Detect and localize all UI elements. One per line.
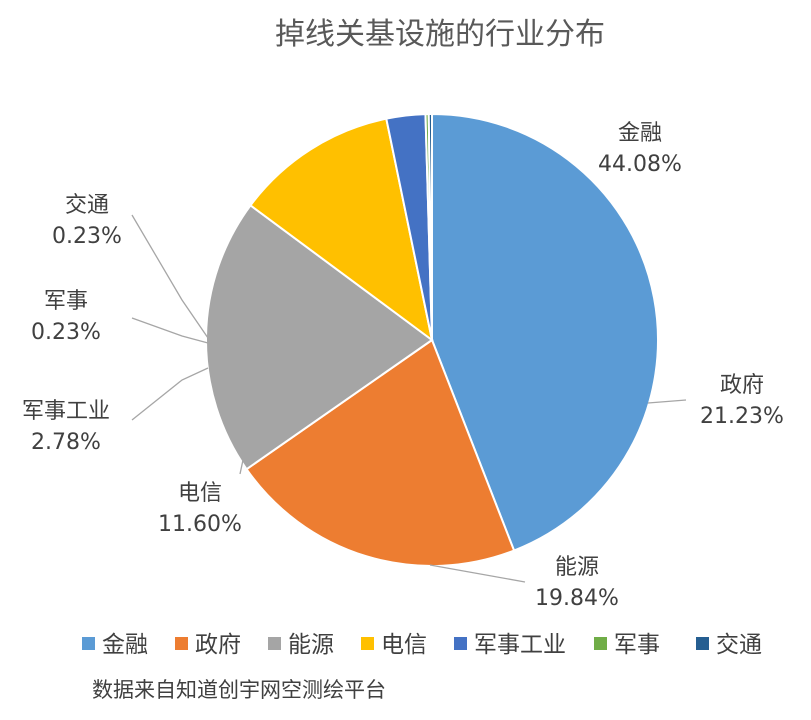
legend-item-4: 电信 bbox=[361, 632, 427, 658]
legend: 金融 政府 能源 电信 军事工业 军事 交通 bbox=[82, 632, 762, 658]
watermark-text: Seebug bbox=[700, 684, 783, 709]
slice-3-category-label: 能源 bbox=[555, 555, 599, 580]
legend-item-3: 能源 bbox=[268, 632, 334, 658]
pie-slices bbox=[205, 112, 659, 568]
legend-item-5: 军事工业 bbox=[454, 632, 566, 658]
slice-6-category-label: 军事 bbox=[44, 289, 88, 314]
slice-5-leader-line bbox=[131, 367, 209, 421]
slice-6-percent-label: 0.23% bbox=[31, 320, 101, 345]
slice-1-percent-label: 44.08% bbox=[598, 152, 682, 177]
slice-3-percent-label: 19.84% bbox=[535, 586, 619, 611]
legend-swatch bbox=[361, 637, 374, 650]
legend-swatch bbox=[82, 637, 95, 650]
slice-2-category-label: 政府 bbox=[720, 373, 764, 398]
slice-2 bbox=[245, 338, 516, 568]
slice-1-category-label: 金融 bbox=[618, 121, 662, 146]
slice-7 bbox=[427, 112, 433, 341]
slice-4-percent-label: 11.60% bbox=[158, 512, 242, 537]
legend-item-7: 交通 bbox=[696, 632, 762, 658]
slice-4-leader-line bbox=[239, 459, 244, 475]
seebug-watermark: Seebug bbox=[668, 681, 783, 709]
legend-label: 军事工业 bbox=[474, 632, 566, 658]
legend-item-2: 政府 bbox=[175, 632, 241, 658]
slice-7-category-label: 交通 bbox=[65, 193, 109, 218]
source-note: 数据来自知道创宇网空测绘平台 bbox=[92, 678, 386, 702]
slice-5-percent-label: 2.78% bbox=[31, 430, 101, 455]
legend-swatch bbox=[454, 637, 467, 650]
legend-label: 金融 bbox=[102, 632, 148, 658]
legend-swatch bbox=[175, 637, 188, 650]
legend-swatch bbox=[268, 637, 281, 650]
legend-label: 政府 bbox=[195, 632, 241, 658]
legend-item-1: 金融 bbox=[82, 632, 148, 658]
slice-4 bbox=[249, 117, 434, 343]
legend-item-6: 军事 bbox=[594, 632, 660, 658]
slice-1 bbox=[431, 112, 659, 552]
slice-2-leader-line bbox=[647, 399, 687, 404]
legend-swatch bbox=[594, 637, 607, 650]
legend-swatch bbox=[696, 637, 709, 650]
slice-3-leader-line bbox=[429, 564, 526, 583]
slice-4-category-label: 电信 bbox=[178, 481, 222, 506]
leader-lines bbox=[131, 214, 687, 583]
slice-7-percent-label: 0.23% bbox=[52, 224, 122, 249]
slice-7-leader-line bbox=[131, 214, 209, 339]
bug-icon bbox=[668, 681, 696, 709]
data-labels: 金融 44.08% 政府 21.23% 能源 19.84% 电信 11.60% 军事工业 2.78… bbox=[22, 121, 784, 611]
slice-5-category-label: 军事工业 bbox=[22, 399, 110, 424]
slice-3 bbox=[205, 203, 434, 471]
legend-label: 交通 bbox=[716, 632, 762, 658]
legend-label: 电信 bbox=[381, 632, 427, 658]
slice-2-percent-label: 21.23% bbox=[700, 404, 784, 429]
chart-title: 掉线关基设施的行业分布 bbox=[275, 17, 605, 52]
legend-label: 军事 bbox=[614, 632, 660, 658]
slice-6-leader-line bbox=[131, 317, 209, 344]
legend-label: 能源 bbox=[288, 632, 334, 658]
